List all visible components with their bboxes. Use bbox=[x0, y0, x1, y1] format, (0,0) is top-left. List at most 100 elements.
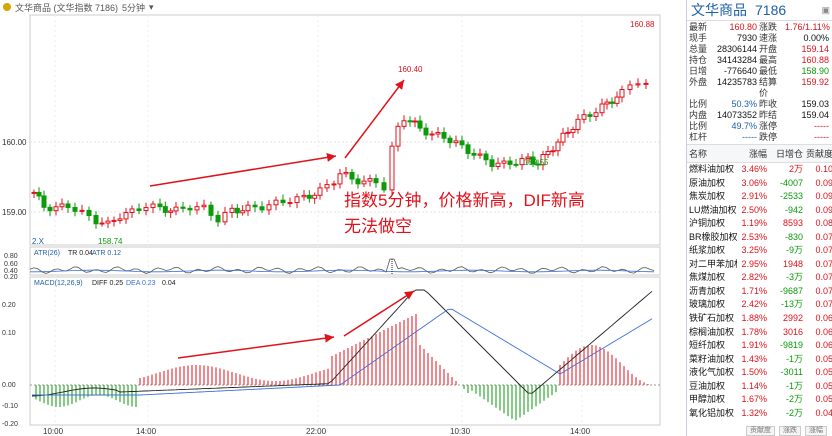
candle-body bbox=[525, 156, 531, 159]
candle-body bbox=[194, 206, 200, 211]
footer-tab[interactable]: 涨跌 bbox=[779, 426, 801, 436]
column-header[interactable]: 贡献度 bbox=[805, 149, 832, 159]
macd-legend: MACD(12,26,9) bbox=[34, 280, 83, 287]
candle-body bbox=[412, 120, 418, 123]
candle-body bbox=[157, 203, 163, 208]
list-item[interactable]: BR橡胶加权 2.53% -830 0.07 bbox=[687, 231, 832, 245]
item-name: 豆油加权 bbox=[689, 380, 726, 391]
time-tick-label: 14:00 bbox=[570, 427, 591, 436]
list-item[interactable]: 菜籽油加权 1.43% -1万 0.05 bbox=[687, 353, 832, 367]
candle-body bbox=[331, 183, 337, 186]
macd-tick-label: 0.20 bbox=[2, 302, 16, 309]
item-change: 1.78% bbox=[741, 326, 767, 337]
chart-area[interactable]: 文华商品 (文华指数 7186) 5分钟 ▾ 160.00 159.00 10:00… bbox=[0, 0, 686, 436]
list-item[interactable]: 铁矿石加权 1.88% 2992 0.06 bbox=[687, 312, 832, 326]
quote-label: 杠杆 bbox=[689, 132, 708, 142]
item-oi-change: -942 bbox=[784, 204, 803, 215]
quote-label: 速涨 bbox=[759, 33, 778, 43]
candle-body bbox=[245, 204, 251, 212]
item-change: 1.88% bbox=[741, 313, 767, 324]
candle-body bbox=[483, 153, 489, 161]
item-change: 2.82% bbox=[741, 272, 767, 283]
candle-body bbox=[208, 204, 214, 216]
quote-label: 持仓 bbox=[689, 55, 708, 65]
list-item[interactable]: 纸浆加权 3.25% -9万 0.07 bbox=[687, 244, 832, 258]
trend-arrow-price-right bbox=[344, 79, 405, 159]
candle-body bbox=[643, 82, 649, 85]
item-name: 对二甲苯加权 bbox=[689, 258, 737, 269]
column-header[interactable]: 名称 bbox=[689, 149, 708, 159]
menu-icon[interactable]: ▣ bbox=[821, 4, 830, 15]
item-name: 甲醇加权 bbox=[689, 394, 726, 405]
list-item[interactable]: 原油加权 3.06% -4007 0.09 bbox=[687, 177, 832, 191]
column-header[interactable]: 日增仓 bbox=[775, 149, 803, 159]
item-name: 纸浆加权 bbox=[689, 245, 726, 256]
list-item[interactable]: 短纤加权 1.91% -9819 0.06 bbox=[687, 339, 832, 353]
list-item[interactable]: 焦煤加权 2.82% -3万 0.07 bbox=[687, 271, 832, 285]
list-item[interactable]: 焦炭加权 2.91% -2533 0.09 bbox=[687, 190, 832, 204]
quote-value: 159.04 bbox=[801, 110, 829, 120]
item-contribution: 0.10 bbox=[815, 164, 832, 174]
list-item[interactable]: 棕榈油加权 1.78% 3016 0.06 bbox=[687, 326, 832, 340]
item-name: 短纤加权 bbox=[689, 340, 726, 351]
list-item[interactable]: 甲醇加权 1.67% -2万 0.05 bbox=[687, 393, 832, 407]
list-item[interactable]: 玻璃加权 2.42% -13万 0.07 bbox=[687, 298, 832, 312]
atr-average-line bbox=[30, 269, 655, 273]
candle-body bbox=[201, 204, 207, 208]
item-change: 3.46% bbox=[741, 164, 767, 174]
quote-label: 开盘 bbox=[759, 44, 778, 54]
list-item[interactable]: LU燃油加权 2.50% -942 0.09 bbox=[687, 204, 832, 218]
item-oi-change: 2992 bbox=[782, 313, 803, 324]
quote-value: 159.14 bbox=[801, 44, 829, 54]
quote-value: 160.88 bbox=[801, 55, 829, 65]
price-tick-label: 160.00 bbox=[2, 138, 27, 147]
candle-body bbox=[565, 131, 571, 134]
quote-value: ----- bbox=[814, 132, 829, 142]
list-item[interactable]: 豆油加权 1.14% -1万 0.05 bbox=[687, 380, 832, 394]
candle-body bbox=[301, 194, 307, 198]
quote-value: 158.90 bbox=[801, 66, 829, 76]
quote-value: ----- bbox=[742, 132, 757, 142]
list-item[interactable]: 沥青加权 1.71% -9687 0.07 bbox=[687, 285, 832, 299]
candle-body bbox=[294, 196, 300, 204]
chart-canvas[interactable]: 160.00 159.00 10:00 14:00 22:00 10:30 14:00 0.8… bbox=[0, 0, 686, 436]
item-contribution: 0.04 bbox=[815, 407, 832, 418]
list-item[interactable]: 氧化铝加权 1.32% -2万 0.04 bbox=[687, 407, 832, 421]
atr-tick-label: 0.40 bbox=[4, 268, 18, 275]
candle-body bbox=[361, 180, 367, 185]
quote-value: 159.92 bbox=[801, 77, 829, 87]
candle-body bbox=[465, 144, 471, 154]
footer-tab[interactable]: 涨幅 bbox=[805, 426, 827, 436]
price-tick-label: 159.00 bbox=[2, 208, 27, 217]
list-item[interactable]: 沪铜加权 1.19% 8593 0.08 bbox=[687, 217, 832, 231]
candle-body bbox=[453, 140, 459, 144]
candle-body bbox=[136, 208, 142, 212]
quote-label: 涨停 bbox=[759, 121, 778, 131]
item-change: 1.67% bbox=[741, 394, 767, 405]
atr-tick-label: 0.80 bbox=[4, 253, 18, 260]
candle-body bbox=[555, 141, 561, 152]
candle-body bbox=[604, 101, 610, 105]
item-name: 原油加权 bbox=[689, 177, 726, 188]
footer-tab[interactable]: 贡献度 bbox=[746, 426, 775, 436]
candle-body bbox=[545, 151, 551, 156]
list-item[interactable]: 对二甲苯加权 2.95% 1948 0.07 bbox=[687, 258, 832, 272]
column-header[interactable]: 涨幅 bbox=[748, 149, 767, 159]
item-contribution: 0.07 bbox=[815, 299, 832, 310]
list-item[interactable]: 燃料油加权 3.46% 2万 0.10 bbox=[687, 163, 832, 177]
quote-value: 34143284 bbox=[716, 55, 757, 65]
list-item[interactable]: 液化气加权 1.50% -3011 0.05 bbox=[687, 366, 832, 380]
candle-body bbox=[53, 206, 59, 212]
quote-grid: 最新 160.80 涨跌 1.76/1.11% 现手 7930 速涨 0.00% 总量 28306… bbox=[687, 21, 832, 145]
item-contribution: 0.05 bbox=[815, 394, 832, 405]
item-oi-change: -4007 bbox=[779, 177, 803, 188]
item-name: 液化气加权 bbox=[689, 367, 735, 378]
chevron-down-icon[interactable]: ▾ bbox=[149, 1, 154, 12]
period-label[interactable]: 5分钟 bbox=[122, 2, 146, 13]
candle-body bbox=[123, 211, 129, 220]
time-tick-label: 10:30 bbox=[450, 427, 471, 436]
item-oi-change: 3016 bbox=[782, 326, 803, 337]
item-change: 1.71% bbox=[741, 285, 767, 296]
atr-panel-frame bbox=[29, 246, 661, 276]
candle-body bbox=[507, 160, 513, 165]
